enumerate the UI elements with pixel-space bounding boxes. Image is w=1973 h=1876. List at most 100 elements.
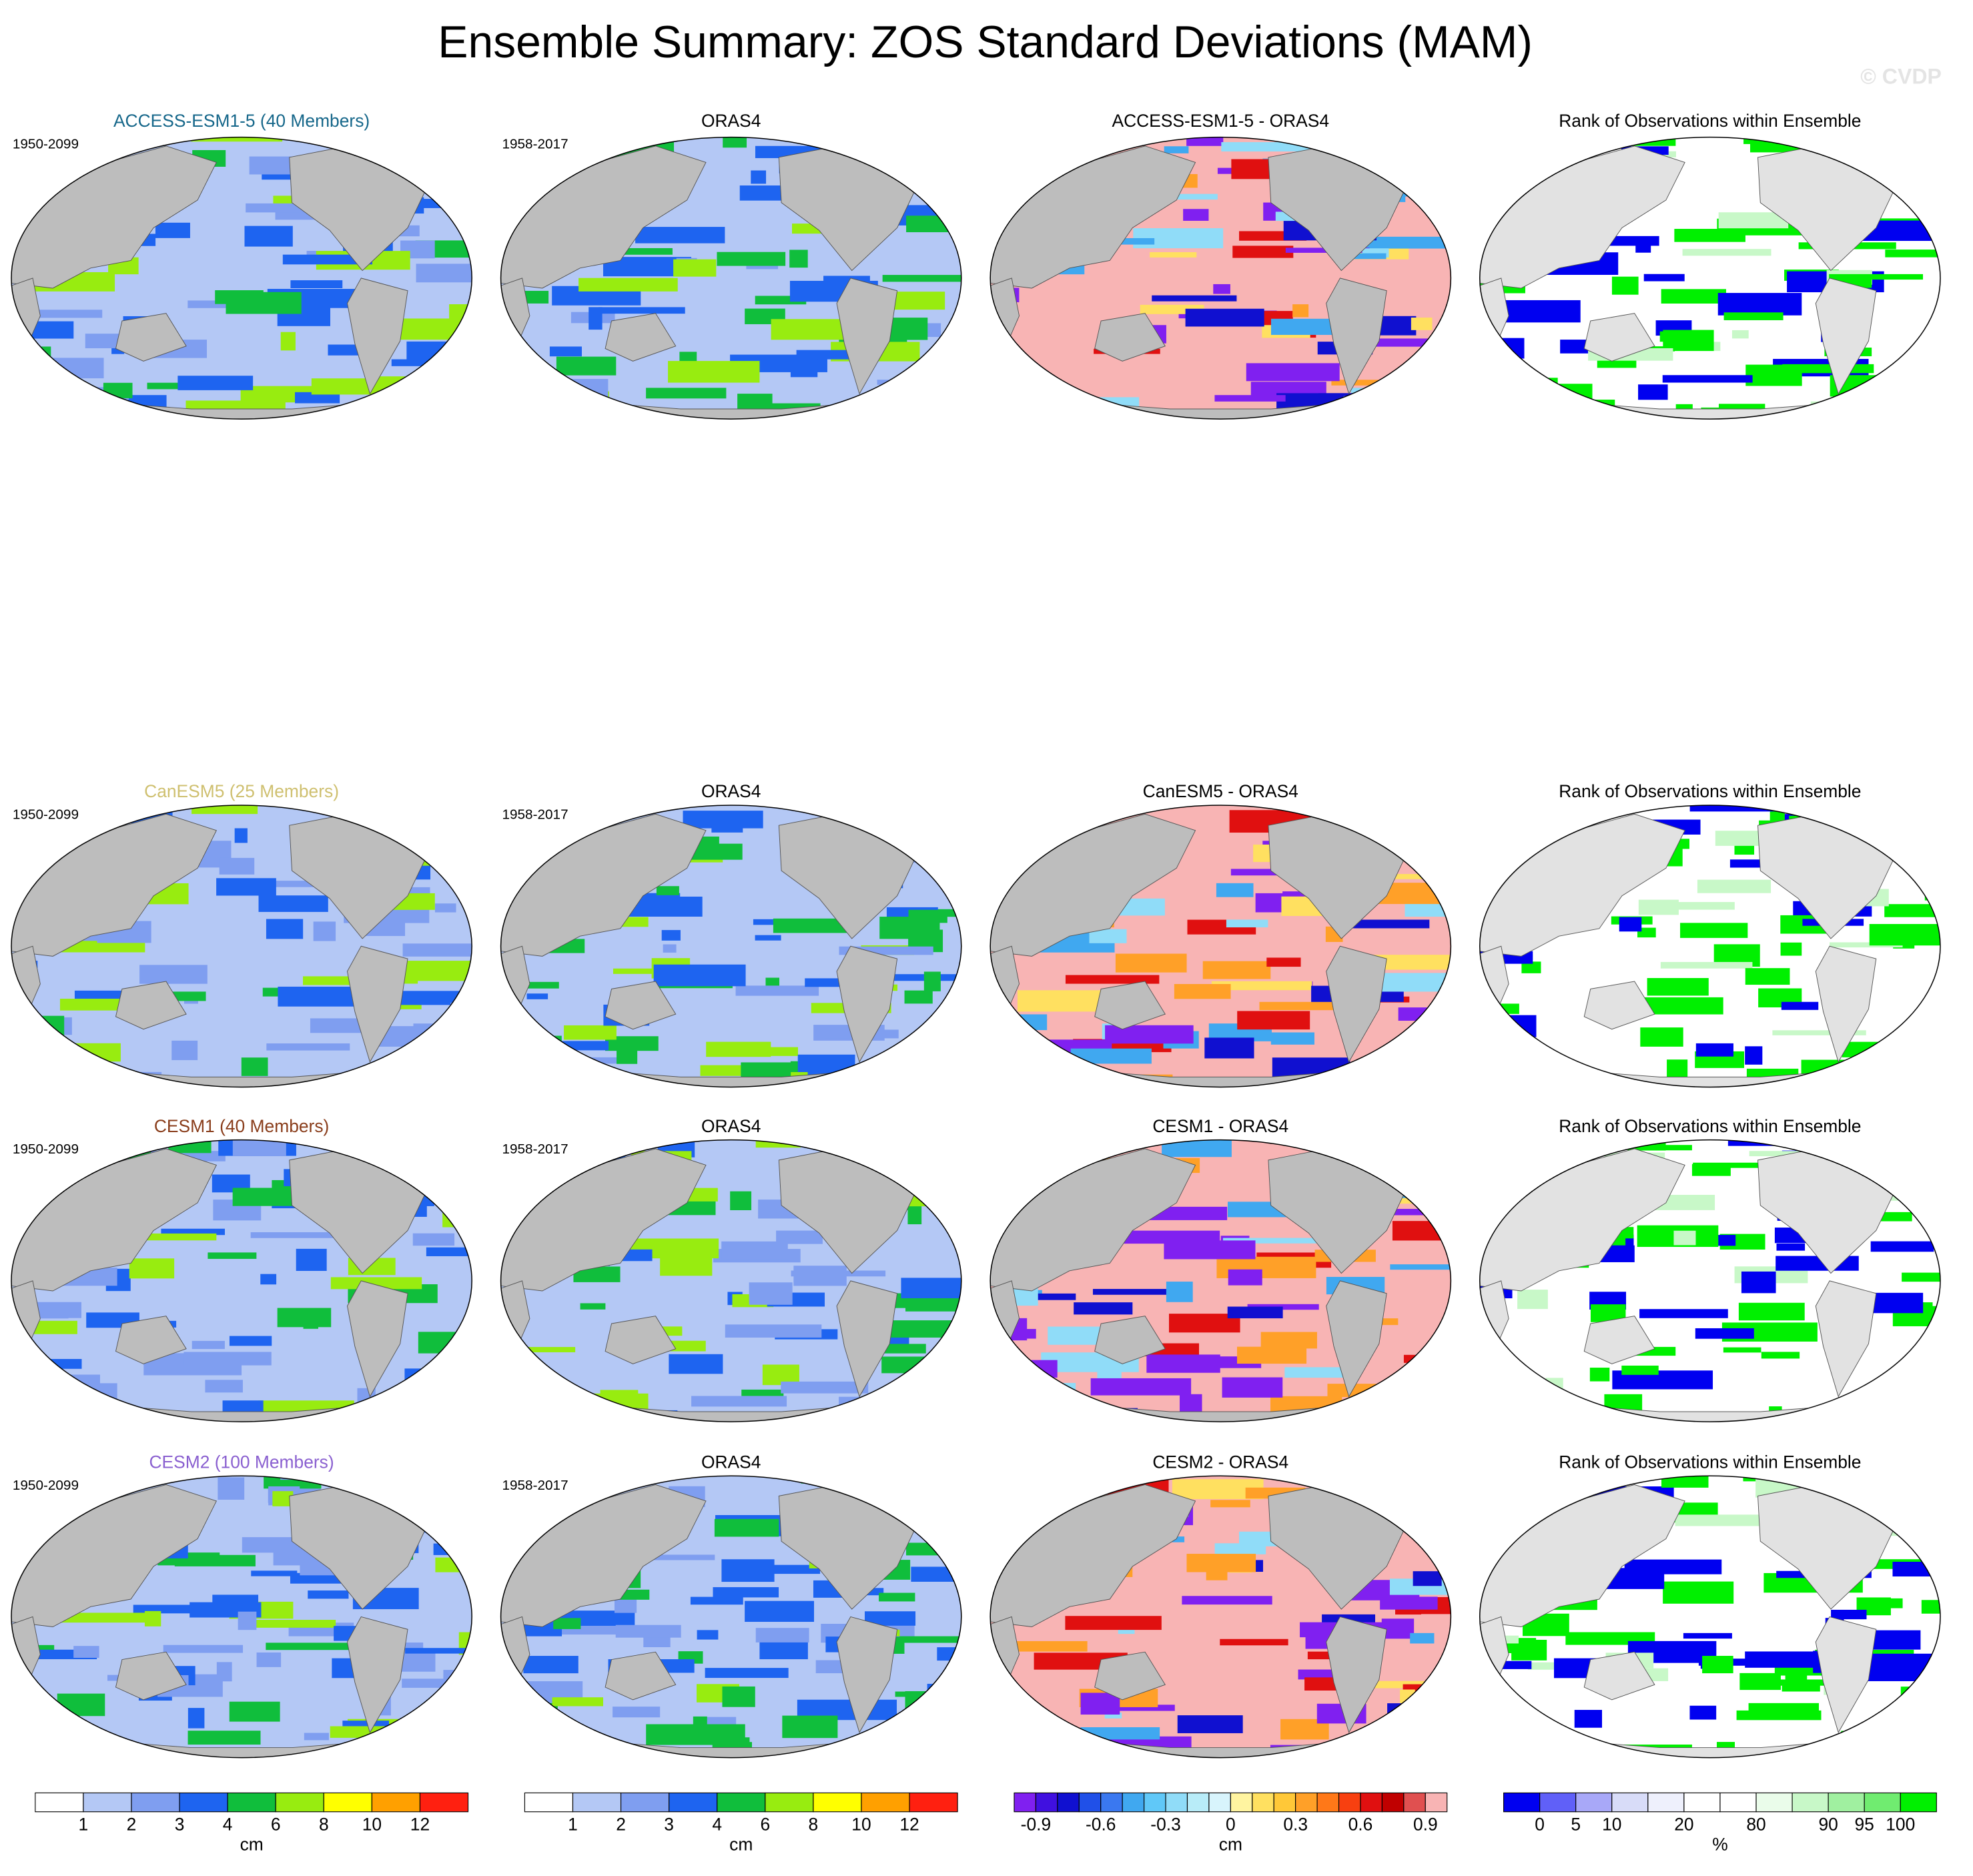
field-patch <box>1388 139 1451 157</box>
field-patch <box>1661 289 1726 304</box>
colorbar-box <box>1425 1792 1448 1813</box>
field-patch <box>1005 1382 1076 1390</box>
field-patch <box>697 1630 719 1640</box>
field-patch <box>1345 137 1423 147</box>
field-patch <box>1400 1689 1415 1712</box>
colorbar-box <box>717 1792 766 1813</box>
field-patch <box>1780 942 1802 956</box>
field-patch <box>244 225 293 247</box>
field-patch <box>1202 961 1271 979</box>
field-patch <box>755 1139 801 1148</box>
field-patch <box>219 857 255 875</box>
field-patch <box>1089 929 1127 943</box>
field-patch <box>260 1274 277 1285</box>
field-patch <box>402 1387 451 1404</box>
field-patch <box>1676 839 1690 849</box>
land <box>1326 1280 1387 1398</box>
field-patch <box>1479 1061 1507 1074</box>
field-patch <box>11 1015 65 1037</box>
field-patch <box>374 1060 431 1077</box>
field-patch <box>1216 883 1254 897</box>
field-patch <box>663 944 677 953</box>
field-patch <box>673 259 717 277</box>
field-patch <box>553 1618 581 1629</box>
land <box>836 1616 898 1734</box>
field-patch <box>911 1195 961 1202</box>
field-patch <box>721 1559 775 1582</box>
field-patch <box>258 895 328 912</box>
field-patch <box>1124 1230 1220 1244</box>
field-patch <box>1731 330 1749 339</box>
field-patch <box>500 155 538 178</box>
field-patch <box>500 1031 524 1041</box>
colorbar-box <box>35 1792 84 1813</box>
colorbar-label: 0 <box>1535 1814 1545 1834</box>
colorbar-box <box>1719 1792 1757 1813</box>
field-patch <box>793 1266 847 1286</box>
field-patch <box>310 1018 367 1033</box>
map <box>500 1139 961 1422</box>
field-patch <box>1892 1561 1930 1577</box>
colorbar-box <box>669 1792 718 1813</box>
field-patch <box>1482 1741 1529 1758</box>
field-patch <box>937 1647 961 1661</box>
field-patch <box>1781 1001 1819 1010</box>
field-patch <box>1870 1241 1934 1252</box>
field-patch <box>163 1645 244 1653</box>
field-patch <box>232 1139 286 1157</box>
land <box>346 1280 408 1398</box>
field-patch <box>137 1233 217 1241</box>
field-patch <box>191 805 258 815</box>
land <box>1326 278 1387 395</box>
field-patch <box>1246 363 1340 382</box>
field-patch <box>45 1714 73 1730</box>
field-patch <box>1810 401 1908 410</box>
field-patch <box>1166 1282 1193 1302</box>
field-patch <box>1535 383 1558 403</box>
colorbar-box <box>1316 1792 1340 1813</box>
field-patch <box>1862 1080 1935 1087</box>
map-border <box>500 136 962 420</box>
field-patch <box>1044 1407 1115 1416</box>
field-patch <box>27 310 103 318</box>
field-patch <box>1870 1067 1940 1083</box>
field-patch <box>1164 1240 1256 1260</box>
field-patch <box>410 139 435 157</box>
field-patch <box>1318 393 1417 414</box>
field-patch <box>427 1035 472 1054</box>
panel-years: 1958-2017 <box>502 1478 568 1493</box>
field-patch <box>1619 917 1642 932</box>
field-patch <box>424 1486 472 1493</box>
panel-years: 1950-2099 <box>13 1141 79 1157</box>
field-patch <box>1064 1732 1080 1745</box>
field-patch <box>1642 1145 1692 1151</box>
field-patch <box>1738 1302 1805 1321</box>
field-patch <box>1479 817 1570 830</box>
field-patch <box>1537 1410 1590 1422</box>
field-patch <box>518 1495 594 1502</box>
field-patch <box>990 144 1030 153</box>
field-patch <box>1351 1681 1433 1689</box>
field-patch <box>446 1031 472 1047</box>
colorbar-box <box>1900 1792 1937 1813</box>
land <box>1583 313 1655 362</box>
field-patch <box>1028 142 1044 149</box>
field-patch <box>906 215 961 233</box>
field-patch <box>155 222 190 238</box>
land <box>605 1316 677 1364</box>
land <box>346 1616 408 1734</box>
field-patch <box>1697 879 1771 893</box>
field-patch <box>21 358 104 379</box>
field-patch <box>1743 137 1760 144</box>
field-patch <box>796 350 853 360</box>
field-patch <box>661 930 681 941</box>
panel-title: Rank of Observations within Ensemble <box>1559 1116 1861 1136</box>
field-patch <box>1183 209 1209 221</box>
map-border <box>11 805 472 1088</box>
watermark: © CVDP <box>1860 64 1942 88</box>
land <box>1326 1616 1387 1734</box>
field-patch <box>177 376 254 390</box>
field-patch <box>1403 1354 1446 1363</box>
colorbar-label: 12 <box>410 1814 430 1834</box>
